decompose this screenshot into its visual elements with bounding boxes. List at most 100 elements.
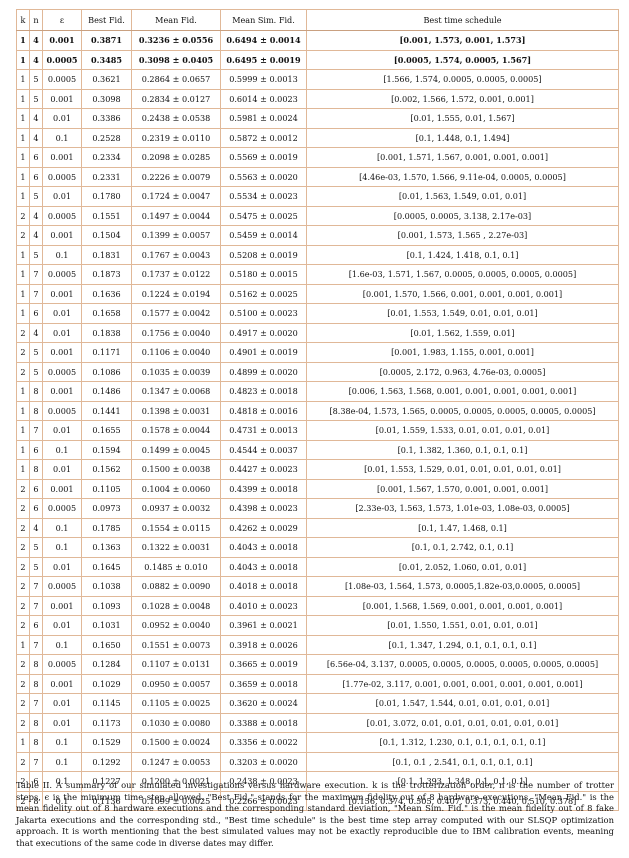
- cell-k: 2: [16, 361, 30, 382]
- cell-epsilon: 0.1: [42, 244, 82, 265]
- cell-mean-fid: 0.1030 ± 0.0080: [131, 712, 221, 733]
- cell-best-time-schedule: [0.0005, 1.574, 0.0005, 1.567]: [306, 49, 619, 70]
- cell-mean-sim-fid: 0.5100 ± 0.0023: [220, 303, 307, 324]
- cell-best-time-schedule: [6.56e-04, 3.137, 0.0005, 0.0005, 0.0005…: [306, 654, 619, 675]
- table-row: 2 7 0.01 0.1145 0.1105 ± 0.0025 0.3620 ± 0.00…: [16, 693, 619, 714]
- cell-mean-sim-fid: 0.3961 ± 0.0021: [220, 615, 307, 636]
- cell-epsilon: 0.01: [42, 186, 82, 207]
- cell-best-time-schedule: [0.1, 1.347, 1.294, 0.1, 0.1, 0.1, 0.1]: [306, 634, 619, 655]
- cell-best-fid: 0.1441: [81, 400, 132, 421]
- cell-n: 5: [29, 537, 43, 558]
- cell-best-time-schedule: [0.01, 1.559, 1.533, 0.01, 0.01, 0.01, 0…: [306, 420, 619, 441]
- table-row: 2 6 0.0005 0.0973 0.0937 ± 0.0032 0.4398 ± 0.…: [16, 498, 619, 519]
- cell-best-time-schedule: [0.1, 1.312, 1.230, 0.1, 0.1, 0.1, 0.1, …: [306, 732, 619, 753]
- cell-n: 5: [29, 244, 43, 265]
- cell-mean-fid: 0.1247 ± 0.0053: [131, 751, 221, 772]
- cell-k: 1: [16, 244, 30, 265]
- cell-mean-sim-fid: 0.4043 ± 0.0018: [220, 537, 307, 558]
- table-row: 1 7 0.01 0.1655 0.1578 ± 0.0044 0.4731 ± 0.00…: [16, 420, 619, 441]
- cell-best-time-schedule: [0.01, 1.553, 1.529, 0.01, 0.01, 0.01, 0…: [306, 459, 619, 480]
- cell-k: 1: [16, 166, 30, 187]
- cell-epsilon: 0.001: [42, 595, 82, 616]
- table-row: 1 8 0.0005 0.1441 0.1398 ± 0.0031 0.4818 ± 0.…: [16, 400, 619, 421]
- cell-k: 2: [16, 712, 30, 733]
- cell-n: 6: [29, 478, 43, 499]
- cell-k: 2: [16, 673, 30, 694]
- cell-mean-sim-fid: 0.4043 ± 0.0018: [220, 556, 307, 577]
- cell-epsilon: 0.001: [42, 673, 82, 694]
- table-row: 2 7 0.001 0.1093 0.1028 ± 0.0048 0.4010 ± 0.0…: [16, 595, 619, 616]
- cell-mean-sim-fid: 0.5981 ± 0.0024: [220, 108, 307, 129]
- cell-n: 7: [29, 634, 43, 655]
- table-row: 2 8 0.0005 0.1284 0.1107 ± 0.0131 0.3665 ± 0.…: [16, 654, 619, 675]
- table-row: 2 4 0.1 0.1785 0.1554 ± 0.0115 0.4262 ± 0.002…: [16, 517, 619, 538]
- cell-epsilon: 0.0005: [42, 264, 82, 285]
- cell-epsilon: 0.1: [42, 439, 82, 460]
- table-row: 1 7 0.0005 0.1873 0.1737 ± 0.0122 0.5180 ± 0.…: [16, 264, 619, 285]
- cell-epsilon: 0.0005: [42, 498, 82, 519]
- cell-mean-sim-fid: 0.4899 ± 0.0020: [220, 361, 307, 382]
- cell-k: 2: [16, 322, 30, 343]
- cell-k: 2: [16, 478, 30, 499]
- cell-mean-sim-fid: 0.4010 ± 0.0023: [220, 595, 307, 616]
- table-row: 2 8 0.001 0.1029 0.0950 ± 0.0057 0.3659 ± 0.0…: [16, 673, 619, 694]
- cell-k: 2: [16, 556, 30, 577]
- cell-best-time-schedule: [1.77e-02, 3.117, 0.001, 0.001, 0.001, 0…: [306, 673, 619, 694]
- cell-k: 2: [16, 498, 30, 519]
- cell-mean-fid: 0.1485 ± 0.010: [131, 556, 221, 577]
- cell-best-time-schedule: [0.01, 1.553, 1.549, 0.01, 0.01, 0.01]: [306, 303, 619, 324]
- cell-n: 8: [29, 459, 43, 480]
- cell-mean-fid: 0.1224 ± 0.0194: [131, 283, 221, 304]
- cell-mean-fid: 0.1551 ± 0.0073: [131, 634, 221, 655]
- cell-mean-sim-fid: 0.4818 ± 0.0016: [220, 400, 307, 421]
- table-row: 1 5 0.0005 0.3621 0.2864 ± 0.0657 0.5999 ± 0.…: [16, 69, 619, 90]
- cell-best-time-schedule: [0.1, 0.1 , 2.541, 0.1, 0.1, 0.1, 0.1]: [306, 751, 619, 772]
- cell-k: 2: [16, 342, 30, 363]
- cell-best-time-schedule: [4.46e-03, 1.570, 1.566, 9.11e-04, 0.000…: [306, 166, 619, 187]
- cell-mean-sim-fid: 0.4262 ± 0.0029: [220, 517, 307, 538]
- cell-k: 1: [16, 108, 30, 129]
- cell-k: 2: [16, 595, 30, 616]
- cell-k: 2: [16, 225, 30, 246]
- cell-best-fid: 0.1831: [81, 244, 132, 265]
- cell-mean-fid: 0.3098 ± 0.0405: [131, 49, 221, 70]
- cell-k: 1: [16, 303, 30, 324]
- cell-n: 4: [29, 30, 43, 51]
- cell-best-fid: 0.1504: [81, 225, 132, 246]
- cell-mean-sim-fid: 0.5180 ± 0.0015: [220, 264, 307, 285]
- cell-n: 4: [29, 108, 43, 129]
- table-row: 1 6 0.001 0.2334 0.2098 ± 0.0285 0.5569 ± 0.0…: [16, 147, 619, 168]
- cell-n: 8: [29, 400, 43, 421]
- table-row: 1 4 0.1 0.2528 0.2319 ± 0.0110 0.5872 ± 0.001…: [16, 127, 619, 148]
- table-row: 2 5 0.0005 0.1086 0.1035 ± 0.0039 0.4899 ± 0.…: [16, 361, 619, 382]
- cell-mean-sim-fid: 0.5534 ± 0.0023: [220, 186, 307, 207]
- cell-epsilon: 0.001: [42, 478, 82, 499]
- cell-best-fid: 0.1086: [81, 361, 132, 382]
- cell-best-time-schedule: [0.01, 1.550, 1.551, 0.01, 0.01, 0.01]: [306, 615, 619, 636]
- cell-k: 2: [16, 654, 30, 675]
- cell-mean-sim-fid: 0.6014 ± 0.0023: [220, 88, 307, 109]
- cell-n: 7: [29, 420, 43, 441]
- cell-mean-fid: 0.1578 ± 0.0044: [131, 420, 221, 441]
- table-row: 2 5 0.01 0.1645 0.1485 ± 0.010 0.4043 ± 0.001…: [16, 556, 619, 577]
- cell-best-fid: 0.1171: [81, 342, 132, 363]
- cell-best-time-schedule: [1.08e-03, 1.564, 1.573, 0.0005,1.82e-03…: [306, 576, 619, 597]
- cell-best-fid: 0.1284: [81, 654, 132, 675]
- cell-best-fid: 0.1031: [81, 615, 132, 636]
- cell-k: 1: [16, 420, 30, 441]
- cell-best-fid: 0.1486: [81, 381, 132, 402]
- cell-epsilon: 0.01: [42, 712, 82, 733]
- cell-k: 2: [16, 517, 30, 538]
- cell-k: 2: [16, 537, 30, 558]
- cell-best-fid: 0.1145: [81, 693, 132, 714]
- cell-best-fid: 0.1785: [81, 517, 132, 538]
- cell-best-fid: 0.1093: [81, 595, 132, 616]
- cell-k: 2: [16, 576, 30, 597]
- cell-k: 1: [16, 49, 30, 70]
- cell-mean-sim-fid: 0.5569 ± 0.0019: [220, 147, 307, 168]
- table-row: 2 7 0.1 0.1292 0.1247 ± 0.0053 0.3203 ± 0.002…: [16, 751, 619, 772]
- cell-epsilon: 0.0005: [42, 361, 82, 382]
- cell-mean-sim-fid: 0.5563 ± 0.0020: [220, 166, 307, 187]
- cell-mean-fid: 0.0950 ± 0.0057: [131, 673, 221, 694]
- cell-best-time-schedule: [2.33e-03, 1.563, 1.573, 1.01e-03, 1.08e…: [306, 498, 619, 519]
